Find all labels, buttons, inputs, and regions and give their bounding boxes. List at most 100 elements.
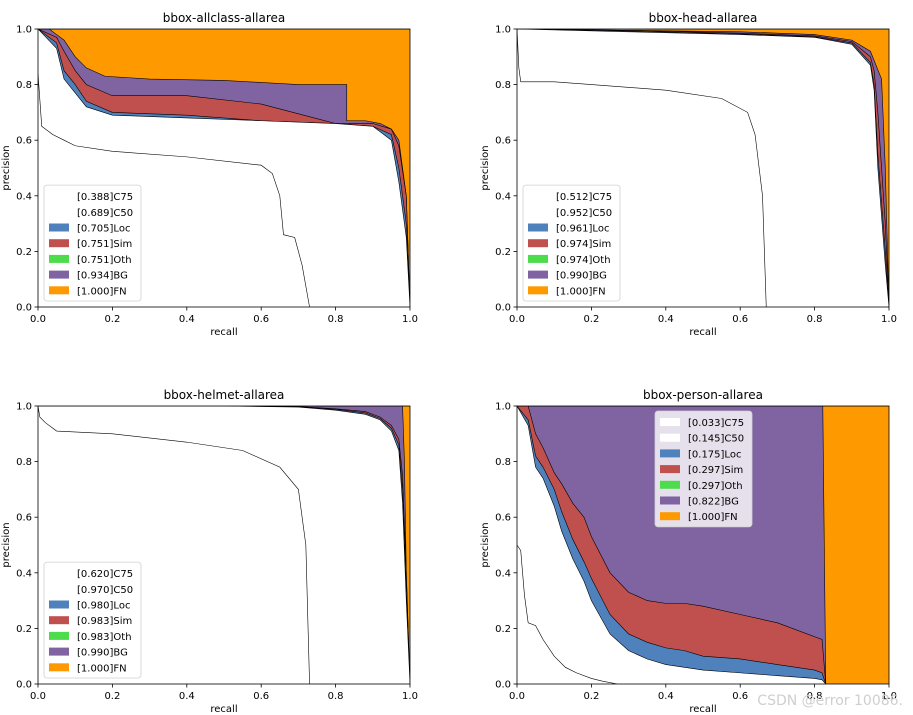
chart-panel-4: 0.0 0.2 0.4 0.6 0.8 1.0 0.0 0.2 0.4 0.6 0.8 1.0 bbox… xyxy=(480,388,897,715)
curve-loc xyxy=(38,29,410,307)
legend: [0.388]C75 [0.689]C50 [0.705]Loc [0.751]Sim… xyxy=(43,184,142,302)
legend-entry-sim: [0.974]Sim xyxy=(556,239,611,250)
curve-bg xyxy=(517,406,827,684)
y-tick-label: 0.4 xyxy=(16,568,32,579)
y-tick-label: 0.8 xyxy=(495,80,511,91)
x-tick-label: 0.2 xyxy=(104,314,120,325)
x-tick-label: 0.8 xyxy=(807,691,823,702)
y-tick-label: 0.0 xyxy=(16,303,32,314)
x-tick-label: 1.0 xyxy=(402,691,418,702)
x-tick-label: 0.6 xyxy=(732,691,748,702)
legend-swatch-c75 xyxy=(660,418,680,426)
y-tick-label: 0.2 xyxy=(495,247,511,258)
y-tick-label: 0.8 xyxy=(495,457,511,468)
x-axis-label: recall xyxy=(210,704,237,715)
y-tick-label: 0.2 xyxy=(16,624,32,635)
legend-entry-bg: [0.934]BG xyxy=(77,271,128,282)
axes-frame xyxy=(516,405,890,685)
axes-frame xyxy=(516,28,890,308)
chart-title: bbox-helmet-allarea xyxy=(164,388,285,402)
x-tick-label: 0.2 xyxy=(104,691,120,702)
area-c50 xyxy=(517,406,826,684)
legend-entry-c50: [0.952]C50 xyxy=(556,208,612,219)
y-tick-label: 0.6 xyxy=(16,513,32,524)
x-tick-label: 0.4 xyxy=(658,691,674,702)
legend-entry-fn: [1.000]FN xyxy=(77,286,127,297)
curve-bg xyxy=(517,29,889,307)
legend-swatch-fn xyxy=(49,286,69,295)
y-axis-label: precision xyxy=(480,145,491,190)
legend-swatch-loc xyxy=(49,600,69,609)
curve-c50 xyxy=(38,406,410,684)
legend-entry-oth: [0.751]Oth xyxy=(77,255,132,266)
curve-c50 xyxy=(517,406,826,684)
legend: [0.033]C75 [0.145]C50 [0.175]Loc [0.297]Sim… xyxy=(654,410,753,528)
chart-title: bbox-person-allarea xyxy=(643,388,763,402)
legend-swatch-sim xyxy=(660,465,680,474)
legend-entry-bg: [0.990]BG xyxy=(77,648,128,659)
y-tick-label: 0.2 xyxy=(495,624,511,635)
legend-swatch-loc xyxy=(660,449,680,458)
legend-entry-bg: [0.990]BG xyxy=(556,271,607,282)
y-axis-label: precision xyxy=(480,522,491,567)
y-tick-label: 0.8 xyxy=(16,80,32,91)
legend-swatch-bg xyxy=(49,647,69,656)
curve-sim xyxy=(517,29,889,307)
legend-swatch-oth xyxy=(528,254,548,263)
x-tick-label: 0.4 xyxy=(179,691,195,702)
y-tick-label: 0.0 xyxy=(495,680,511,691)
legend: [0.512]C75 [0.952]C50 [0.961]Loc [0.974]Sim… xyxy=(522,184,621,302)
curve-c75 xyxy=(38,73,310,307)
legend-swatch-c75 xyxy=(49,569,69,578)
legend-swatch-bg xyxy=(528,270,548,279)
legend-swatch-oth xyxy=(49,254,69,263)
chart-panel-2: 0.0 0.2 0.4 0.6 0.8 1.0 0.0 0.2 0.4 0.6 0.8 1.0 bbox… xyxy=(480,11,897,338)
y-tick-label: 0.0 xyxy=(16,680,32,691)
x-axis-label: recall xyxy=(689,327,716,338)
legend-swatch-loc xyxy=(528,223,548,232)
curve-bg xyxy=(38,29,410,307)
watermark-text: CSDN @error 10086. xyxy=(757,693,903,709)
x-tick-label: 0.8 xyxy=(328,314,344,325)
legend-entry-c75: [0.512]C75 xyxy=(556,192,612,203)
legend-entry-sim: [0.297]Sim xyxy=(688,465,743,476)
y-tick-label: 0.8 xyxy=(16,457,32,468)
legend-swatch-oth xyxy=(49,631,69,640)
axes-frame xyxy=(37,28,411,308)
legend-entry-c75: [0.033]C75 xyxy=(688,418,744,429)
legend-entry-fn: [1.000]FN xyxy=(77,663,127,674)
curve-bg xyxy=(38,406,410,684)
legend-entry-loc: [0.980]Loc xyxy=(77,601,130,612)
legend-swatch-loc xyxy=(49,223,69,232)
y-tick-label: 0.2 xyxy=(16,247,32,258)
x-tick-label: 0.4 xyxy=(658,314,674,325)
y-tick-label: 1.0 xyxy=(495,402,511,413)
curve-c75 xyxy=(517,29,767,307)
x-axis-label: recall xyxy=(210,327,237,338)
y-tick-label: 0.6 xyxy=(16,136,32,147)
y-tick-label: 1.0 xyxy=(16,402,32,413)
curve-c50 xyxy=(517,29,889,307)
area-c75 xyxy=(517,545,618,684)
legend-entry-oth: [0.297]Oth xyxy=(688,481,743,492)
x-tick-label: 0.6 xyxy=(253,314,269,325)
legend-swatch-fn xyxy=(660,512,680,521)
legend-swatch-sim xyxy=(49,616,69,625)
chart-panel-3: 0.0 0.2 0.4 0.6 0.8 1.0 0.0 0.2 0.4 0.6 0.8 1.0 bbox… xyxy=(1,388,418,715)
x-tick-label: 0.0 xyxy=(30,691,46,702)
legend-entry-loc: [0.961]Loc xyxy=(556,224,609,235)
legend-entry-fn: [1.000]FN xyxy=(556,286,606,297)
x-tick-label: 0.6 xyxy=(253,691,269,702)
x-tick-label: 0.2 xyxy=(583,314,599,325)
axes-frame xyxy=(37,405,411,685)
y-tick-label: 0.4 xyxy=(495,191,511,202)
y-axis-label: precision xyxy=(1,522,12,567)
legend-entry-c75: [0.620]C75 xyxy=(77,569,133,580)
legend-entry-bg: [0.822]BG xyxy=(688,497,739,508)
y-tick-label: 1.0 xyxy=(16,25,32,36)
legend-swatch-c75 xyxy=(528,192,548,201)
legend-swatch-sim xyxy=(49,239,69,248)
x-tick-label: 0.2 xyxy=(583,691,599,702)
legend-entry-c50: [0.145]C50 xyxy=(688,434,744,445)
